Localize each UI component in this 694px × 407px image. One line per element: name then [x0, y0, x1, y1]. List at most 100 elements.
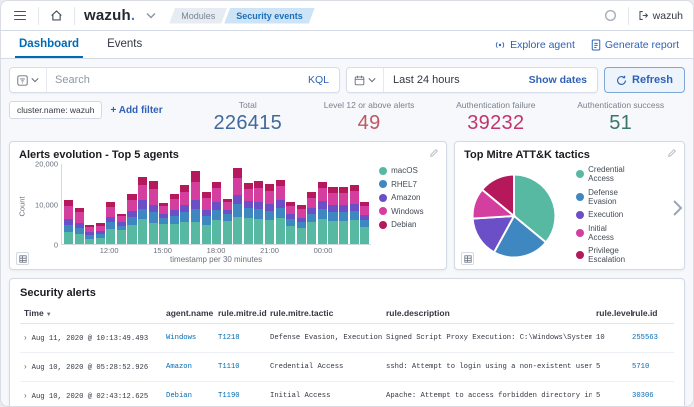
bar-segment-Debian[interactable] [264, 184, 275, 191]
bar-segment-macOS[interactable] [64, 232, 74, 244]
bar-segment-Amazon[interactable] [307, 208, 317, 215]
bar[interactable] [296, 164, 306, 244]
pie-slice-Privilege Escalation[interactable] [480, 173, 516, 218]
bar-segment-Windows[interactable] [254, 188, 264, 202]
bar[interactable] [275, 164, 285, 244]
bar-segment-Windows[interactable] [222, 202, 232, 210]
bar[interactable] [243, 164, 253, 244]
column-header-time[interactable]: Time ▼ [20, 304, 162, 324]
bar-segment-RHEL7[interactable] [190, 208, 201, 222]
bar-segment-Windows[interactable] [138, 184, 148, 201]
bar-segment-Debian[interactable] [212, 181, 222, 189]
breadcrumb-modules[interactable]: Modules [169, 8, 227, 24]
bar-segment-RHEL7[interactable] [148, 212, 158, 224]
bar[interactable] [307, 164, 317, 244]
bar-segment-RHEL7[interactable] [201, 216, 211, 225]
bar-segment-RHEL7[interactable] [74, 228, 84, 235]
bar-segment-Amazon[interactable] [254, 201, 264, 210]
legend-item-Debian[interactable]: Debian [379, 220, 437, 229]
bar-segment-RHEL7[interactable] [64, 225, 74, 232]
bar-segment-Windows[interactable] [264, 190, 275, 204]
bar[interactable] [328, 164, 338, 244]
bar-segment-RHEL7[interactable] [169, 216, 179, 224]
bar-segment-Amazon[interactable] [264, 203, 275, 211]
bar[interactable] [212, 164, 222, 244]
menu-icon[interactable] [11, 8, 29, 24]
bar-segment-Windows[interactable] [180, 191, 190, 206]
bar-segment-Amazon[interactable] [222, 209, 232, 215]
bar[interactable] [264, 164, 275, 244]
bar-segment-Windows[interactable] [360, 206, 370, 216]
bar[interactable] [95, 164, 105, 244]
bar-segment-Amazon[interactable] [212, 202, 222, 210]
bar[interactable] [148, 164, 158, 244]
column-header-agent-name[interactable]: agent.name [162, 304, 214, 324]
bar-segment-Amazon[interactable] [349, 203, 359, 211]
legend-item-Windows[interactable]: Windows [379, 207, 437, 216]
bar-segment-Debian[interactable] [275, 180, 285, 187]
bar-segment-RHEL7[interactable] [127, 216, 137, 225]
bar-segment-RHEL7[interactable] [116, 226, 126, 231]
legend-item-Initial Access[interactable]: Initial Access [576, 224, 634, 242]
bar-segment-RHEL7[interactable] [307, 214, 317, 223]
legend-item-RHEL7[interactable]: RHEL7 [379, 180, 437, 189]
bar-segment-Windows[interactable] [328, 192, 338, 205]
bar-segment-macOS[interactable] [360, 227, 370, 244]
legend-item-Credential Access[interactable]: Credential Access [576, 165, 634, 183]
bar[interactable] [254, 164, 264, 244]
bar-segment-Debian[interactable] [106, 202, 116, 208]
bar-segment-RHEL7[interactable] [360, 220, 370, 228]
bar-segment-RHEL7[interactable] [339, 212, 349, 222]
bar-segment-Debian[interactable] [254, 181, 264, 189]
breadcrumb-security-events[interactable]: Security events [224, 8, 315, 24]
bar-segment-Debian[interactable] [328, 187, 338, 193]
bar-segment-Amazon[interactable] [317, 201, 327, 209]
bar-segment-Amazon[interactable] [190, 199, 201, 209]
bar[interactable] [127, 164, 137, 244]
mitre-id-link[interactable]: T1190 [218, 392, 240, 400]
bar-segment-macOS[interactable] [349, 220, 359, 244]
tab-dashboard[interactable]: Dashboard [15, 31, 84, 58]
bar-segment-Debian[interactable] [233, 168, 243, 179]
bar-segment-Windows[interactable] [339, 192, 349, 206]
bar-segment-Windows[interactable] [127, 199, 137, 211]
bar-segment-RHEL7[interactable] [296, 222, 306, 229]
bar-segment-Amazon[interactable] [339, 205, 349, 213]
bar-segment-RHEL7[interactable] [254, 209, 264, 220]
bar-segment-Debian[interactable] [148, 181, 158, 190]
bar-segment-RHEL7[interactable] [180, 212, 190, 222]
row-expand-icon[interactable]: › [24, 362, 27, 371]
bar-segment-Debian[interactable] [95, 223, 105, 226]
bar-segment-Debian[interactable] [64, 200, 74, 207]
bar-segment-RHEL7[interactable] [159, 218, 169, 225]
bar-segment-Debian[interactable] [116, 213, 126, 217]
bar[interactable] [339, 164, 349, 244]
bar-segment-Debian[interactable] [307, 192, 317, 198]
bar-segment-Windows[interactable] [307, 197, 317, 209]
bar-segment-macOS[interactable] [106, 229, 116, 244]
bar-segment-Windows[interactable] [201, 198, 211, 211]
bar-segment-macOS[interactable] [296, 228, 306, 244]
bar-segment-RHEL7[interactable] [233, 204, 243, 217]
row-expand-icon[interactable]: › [24, 391, 27, 400]
bar-segment-Amazon[interactable] [328, 204, 338, 212]
bar-segment-Amazon[interactable] [243, 201, 253, 209]
bar-segment-macOS[interactable] [254, 219, 264, 244]
bar-segment-Amazon[interactable] [296, 217, 306, 223]
pie-slice-Defense Evasion[interactable] [492, 214, 548, 259]
bar-segment-Amazon[interactable] [180, 205, 190, 213]
inspect-table-icon[interactable] [16, 252, 29, 265]
tab-events[interactable]: Events [107, 37, 143, 50]
bar-segment-macOS[interactable] [180, 222, 190, 244]
edit-pencil-icon[interactable] [429, 148, 439, 158]
bar-segment-macOS[interactable] [190, 221, 201, 244]
bar-segment-Debian[interactable] [127, 194, 137, 200]
rule-id-link[interactable]: 255563 [632, 334, 658, 342]
bar-segment-Debian[interactable] [286, 202, 296, 207]
bar-segment-RHEL7[interactable] [212, 209, 222, 220]
bar-segment-Windows[interactable] [106, 207, 116, 218]
pie-slice-Credential Access[interactable] [513, 173, 557, 244]
search-input[interactable] [47, 74, 309, 86]
agent-name-link[interactable]: Windows [166, 334, 197, 342]
bar-segment-Windows[interactable] [74, 212, 84, 224]
